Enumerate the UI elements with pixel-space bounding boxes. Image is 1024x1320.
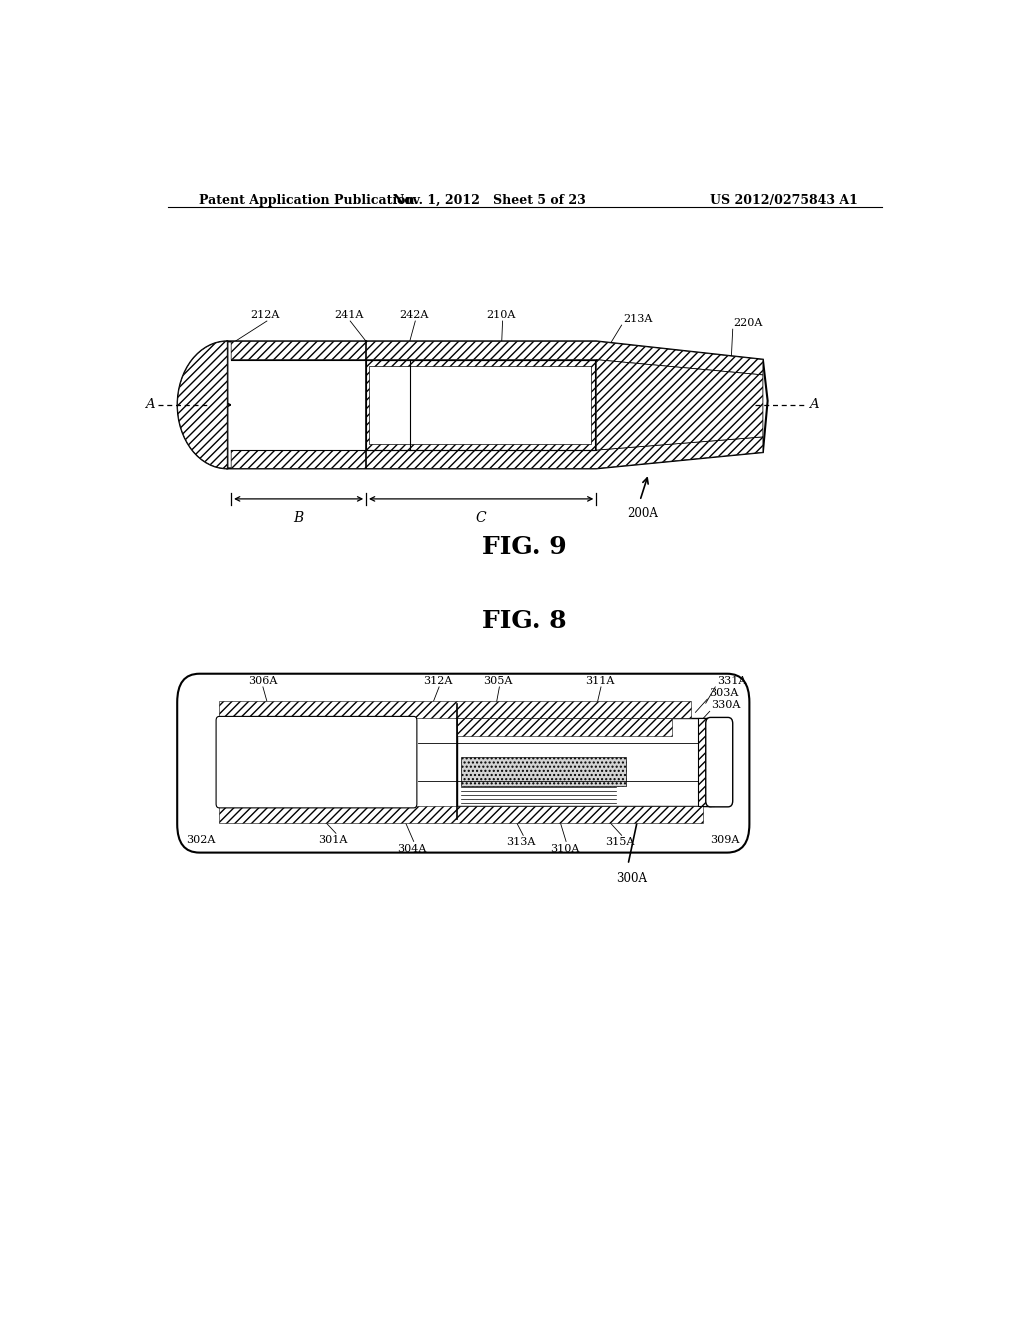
FancyBboxPatch shape <box>177 673 750 853</box>
Bar <box>458 718 712 805</box>
Text: 240A: 240A <box>463 395 492 405</box>
Text: B: B <box>294 511 304 525</box>
Wedge shape <box>177 342 227 469</box>
Text: 241A: 241A <box>334 310 364 319</box>
Polygon shape <box>596 359 763 450</box>
Text: 313A: 313A <box>506 837 536 847</box>
Bar <box>367 359 595 450</box>
Text: 242A: 242A <box>399 310 428 319</box>
Text: 220A: 220A <box>733 318 763 329</box>
Bar <box>231 359 596 450</box>
Text: US 2012/0275843 A1: US 2012/0275843 A1 <box>711 194 858 207</box>
Text: 302A: 302A <box>186 836 216 845</box>
Text: Nov. 1, 2012   Sheet 5 of 23: Nov. 1, 2012 Sheet 5 of 23 <box>393 194 586 207</box>
Text: 311A: 311A <box>585 676 614 686</box>
Text: 312A: 312A <box>423 676 453 686</box>
Text: 200A: 200A <box>627 507 657 520</box>
FancyBboxPatch shape <box>706 718 733 807</box>
Text: 308A: 308A <box>292 756 322 766</box>
Bar <box>461 758 627 785</box>
Text: 213A: 213A <box>624 314 652 325</box>
Bar <box>458 718 672 735</box>
Text: 306A: 306A <box>248 676 278 686</box>
Text: A: A <box>809 399 818 412</box>
Text: 310A: 310A <box>550 845 580 854</box>
Text: 210A: 210A <box>486 310 516 319</box>
Text: 304A: 304A <box>397 845 427 854</box>
Text: A: A <box>145 399 155 412</box>
Text: Patent Application Publication: Patent Application Publication <box>200 194 415 207</box>
Polygon shape <box>231 437 763 469</box>
Wedge shape <box>177 342 227 469</box>
Text: FIG. 8: FIG. 8 <box>482 609 567 632</box>
Text: 331A: 331A <box>717 676 746 686</box>
Text: 330A: 330A <box>712 701 740 710</box>
Text: 315A: 315A <box>605 837 635 847</box>
Text: C: C <box>476 511 486 525</box>
Text: 305A: 305A <box>483 676 512 686</box>
Bar <box>697 718 714 805</box>
Text: FIG. 9: FIG. 9 <box>482 535 567 558</box>
Text: 212A: 212A <box>250 310 280 319</box>
Polygon shape <box>227 342 768 469</box>
Text: 300A: 300A <box>616 873 647 884</box>
Text: 215A: 215A <box>264 416 294 425</box>
FancyBboxPatch shape <box>219 805 703 824</box>
FancyBboxPatch shape <box>216 717 417 808</box>
Text: 303A: 303A <box>709 688 738 698</box>
Polygon shape <box>231 342 763 375</box>
Text: 301A: 301A <box>318 836 347 845</box>
Text: 309A: 309A <box>710 836 739 845</box>
Bar <box>370 366 592 444</box>
FancyBboxPatch shape <box>219 701 691 718</box>
